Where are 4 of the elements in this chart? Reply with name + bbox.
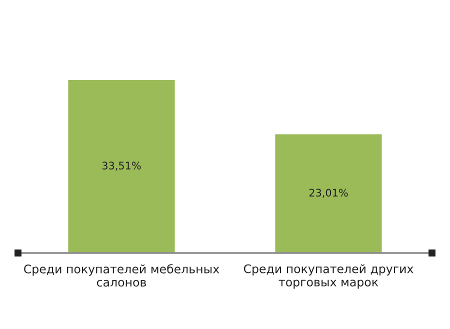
data-label: 23,01% <box>309 188 348 198</box>
x-tick-label: Среди покупателей мебельных салонов <box>24 264 220 287</box>
data-label: 33,51% <box>102 162 141 171</box>
x-tick-label: Среди покупателей других торговых марок <box>244 264 414 289</box>
